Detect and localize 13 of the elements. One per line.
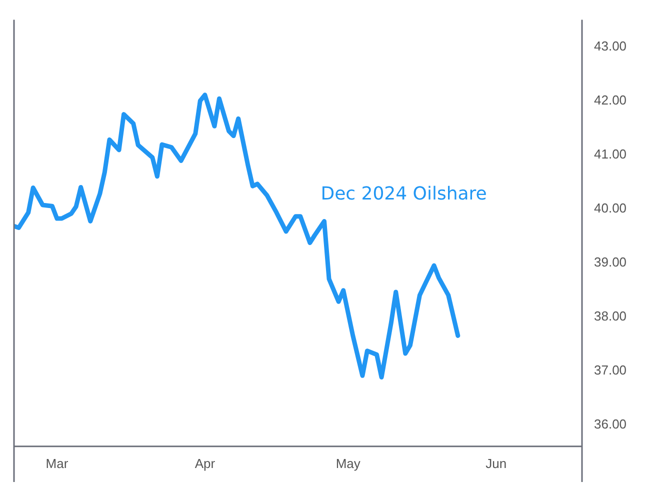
y-tick-label: 36.00 — [594, 416, 627, 432]
series-label: Dec 2024 Oilshare — [320, 183, 487, 204]
x-tick-label: Apr — [194, 456, 216, 471]
y-tick-label: 37.00 — [594, 362, 627, 378]
y-tick-label: 41.00 — [594, 146, 627, 162]
x-tick-label: Mar — [46, 456, 69, 471]
x-tick-label: Jun — [486, 456, 507, 471]
y-tick-label: 39.00 — [594, 254, 627, 270]
y-tick-label: 40.00 — [594, 200, 627, 216]
x-tick-label: May — [336, 456, 361, 471]
y-tick-label: 42.00 — [594, 92, 627, 108]
y-tick-label: 43.00 — [594, 38, 627, 54]
y-tick-label: 38.00 — [594, 308, 627, 324]
